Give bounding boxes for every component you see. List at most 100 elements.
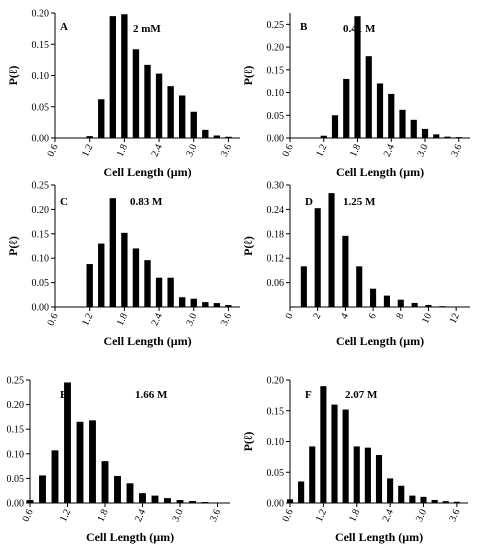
x-tick-label: 1.2 bbox=[58, 508, 73, 524]
y-tick-label: 0.20 bbox=[267, 376, 285, 387]
y-tick-label: 0.15 bbox=[7, 425, 25, 436]
histogram-bar bbox=[98, 99, 105, 138]
x-tick-label: 0.6 bbox=[20, 508, 35, 524]
chart-panel-F: 0.6 1.2 1.8 2.4 3.0 3.6 0.00 0.05 0.10 0.15 0.20 Ce… bbox=[241, 376, 468, 544]
x-tick-label: 1.8 bbox=[115, 312, 130, 328]
y-tick-label: 0.00 bbox=[7, 499, 25, 510]
chart-panel-B: 0.6 1.2 1.8 2.4 3.0 3.6 0.00 0.05 0.10 0.15 0.20 0.… bbox=[241, 13, 470, 179]
y-tick-label: 0.25 bbox=[32, 181, 50, 192]
histogram-bar bbox=[109, 198, 116, 307]
x-tick-label: 1.2 bbox=[314, 508, 329, 524]
histogram-bar bbox=[409, 495, 416, 503]
histogram-bar bbox=[383, 295, 390, 307]
histogram-bar bbox=[455, 137, 462, 138]
histogram-bar bbox=[26, 500, 34, 503]
y-tick-label: 0.20 bbox=[267, 43, 285, 54]
concentration-label: 0.83 M bbox=[130, 196, 163, 208]
histogram-bar bbox=[213, 135, 221, 138]
x-tick-label: 1.2 bbox=[80, 143, 95, 159]
x-tick-label: 0.6 bbox=[280, 143, 295, 159]
x-tick-label: 3.0 bbox=[170, 508, 185, 524]
histogram-bar bbox=[225, 305, 232, 307]
x-tick-label: 4 bbox=[339, 312, 351, 321]
histogram-bar bbox=[328, 193, 335, 307]
histogram-bar bbox=[132, 49, 140, 138]
y-tick-label: 0.00 bbox=[32, 303, 50, 314]
histogram-bar bbox=[155, 73, 163, 138]
histogram-bar bbox=[353, 446, 360, 503]
x-tick-label: 1.8 bbox=[95, 508, 110, 524]
y-tick-label: 0.25 bbox=[267, 20, 285, 31]
x-tick-label: 2.4 bbox=[150, 143, 165, 159]
x-axis-label: Cell Length (μm) bbox=[103, 165, 191, 179]
histogram-bar bbox=[213, 303, 221, 307]
histogram-bar bbox=[86, 136, 93, 138]
histogram-bar bbox=[126, 483, 134, 503]
y-axis-label: P(ℓ) bbox=[6, 236, 20, 256]
histogram-bar bbox=[442, 501, 449, 503]
chart-panel-A: 0.6 1.2 1.8 2.4 3.0 3.6 0.00 0.05 0.10 0.15 0.20 Ce… bbox=[6, 9, 240, 179]
histogram-bar bbox=[121, 232, 128, 307]
y-tick-label: 0.10 bbox=[267, 88, 285, 99]
chart-panel-D: 0 2 4 6 8 10 12 0.06 0.12 0.18 0.24 0.30 Cell Length… bbox=[241, 181, 470, 348]
chart-panel-E: 0.6 1.2 1.8 2.4 3.0 3.6 0.00 0.05 0.10 0.15 0.20 0.… bbox=[7, 376, 230, 544]
x-tick-label: 2.4 bbox=[150, 312, 165, 328]
concentration-label: 1.25 M bbox=[343, 196, 376, 208]
x-tick-label: 3.0 bbox=[414, 508, 429, 524]
histogram-bar bbox=[167, 86, 174, 138]
histogram-bar bbox=[399, 109, 406, 138]
histogram-bar bbox=[109, 16, 116, 138]
histogram-bar bbox=[453, 306, 460, 308]
histogram-bar bbox=[76, 421, 84, 503]
y-tick-label: 0.24 bbox=[267, 205, 285, 216]
histogram-bar bbox=[309, 446, 316, 503]
x-tick-label: 6 bbox=[367, 312, 379, 321]
panel-letter: C bbox=[60, 196, 68, 208]
histogram-bar bbox=[190, 111, 197, 138]
histogram-bar bbox=[298, 481, 305, 503]
histogram-bar bbox=[201, 502, 209, 503]
y-tick-label: 0.15 bbox=[32, 40, 50, 51]
y-tick-label: 0.10 bbox=[32, 254, 50, 265]
histogram-bar bbox=[167, 277, 174, 307]
histogram-bar bbox=[176, 500, 184, 503]
histogram-bar bbox=[300, 266, 307, 307]
histogram-bar bbox=[453, 501, 460, 503]
histogram-bar bbox=[331, 404, 338, 503]
histogram-bar bbox=[375, 455, 383, 503]
x-axis-label: Cell Length (μm) bbox=[86, 530, 174, 544]
histogram-bar bbox=[376, 83, 384, 138]
histogram-bar bbox=[225, 136, 232, 138]
y-tick-label: 0.12 bbox=[267, 254, 285, 265]
x-tick-label: 3.0 bbox=[184, 143, 199, 159]
concentration-label: 0.41 M bbox=[343, 23, 376, 35]
histogram-bar bbox=[387, 478, 394, 503]
histogram-bar bbox=[214, 502, 221, 504]
x-tick-label: 2 bbox=[311, 312, 323, 321]
histogram-bar bbox=[314, 208, 321, 307]
y-tick-label: 0.18 bbox=[267, 229, 285, 240]
x-tick-label: 1.2 bbox=[314, 143, 329, 159]
histogram-bar bbox=[89, 420, 96, 503]
y-tick-label: 0.10 bbox=[32, 71, 50, 82]
y-axis-label: P(ℓ) bbox=[6, 66, 20, 86]
histogram-bar bbox=[410, 119, 417, 138]
y-tick-label: 0.15 bbox=[267, 406, 285, 417]
histogram-bar bbox=[342, 235, 349, 307]
histogram-bar bbox=[202, 302, 209, 307]
panel-letter: A bbox=[60, 21, 68, 33]
histogram-bar bbox=[121, 14, 128, 138]
x-tick-label: 1.8 bbox=[348, 143, 363, 159]
histogram-bar bbox=[139, 493, 146, 503]
x-tick-label: 0.6 bbox=[45, 312, 60, 328]
x-tick-label: 12 bbox=[448, 312, 462, 326]
concentration-label: 2.07 M bbox=[345, 389, 378, 401]
x-tick-label: 0.6 bbox=[45, 143, 60, 159]
histogram-bar bbox=[388, 93, 395, 138]
histogram-bar bbox=[144, 260, 151, 307]
histogram-bar bbox=[179, 95, 186, 138]
y-tick-label: 0.15 bbox=[267, 65, 285, 76]
panel-letter: F bbox=[305, 389, 312, 401]
histogram-bar bbox=[421, 128, 429, 138]
